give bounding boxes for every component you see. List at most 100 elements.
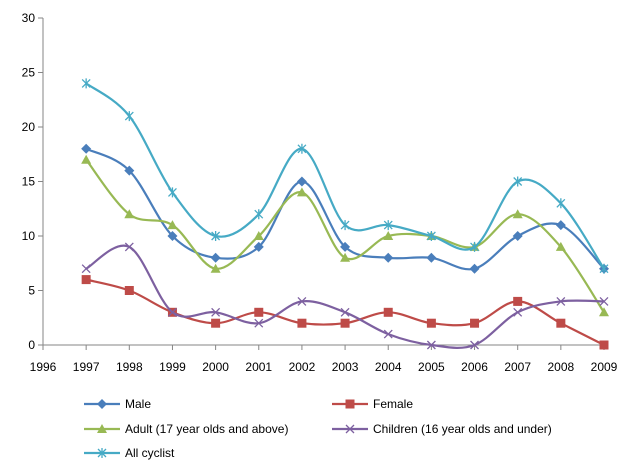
data-point [426,252,437,263]
legend-label: Male [125,397,151,411]
data-point [556,318,566,328]
legend-item: Male [84,397,151,411]
data-point [296,187,307,197]
series-adult [81,154,609,317]
data-point [469,263,480,274]
data-point [297,143,307,154]
data-point [340,220,350,231]
x-tick-label: 1998 [116,360,143,374]
data-point [124,286,134,295]
x-tick-label: 2007 [504,360,531,374]
data-point [512,209,523,219]
series-children [81,242,609,350]
data-point [470,340,479,350]
series-line [85,159,605,313]
data-point [81,143,92,154]
y-tick-label: 25 [22,66,36,80]
data-point [211,307,221,317]
data-point [513,296,523,306]
data-point [556,296,566,306]
data-point [340,241,351,252]
data-point [168,307,177,317]
data-point [211,231,221,241]
y-tick-label: 5 [28,284,35,298]
data-point [210,263,221,273]
y-tick-label: 10 [22,229,36,243]
legend-item: Adult (17 year olds and above) [84,422,288,436]
series-all [81,78,609,274]
chart-axes: 0 5 10 15 20 25 30 1996 1997 1998 1999 2000 2001 2002… [22,11,618,374]
data-point [167,220,178,230]
legend-marker [345,399,355,409]
data-point [383,307,393,317]
x-tick-label: 1997 [73,360,100,374]
chart-series [81,78,609,350]
legend-item: All cyclist [84,446,175,460]
legend-label: Children (16 year olds and under) [373,422,552,436]
data-point [81,275,91,285]
chart-legend: Male Female Adult (17 year olds and above)… [84,397,552,460]
data-point [513,307,523,317]
data-point [81,154,92,164]
data-point [470,241,479,252]
legend-label: All cyclist [125,446,175,460]
legend-marker [97,448,107,458]
data-point [340,318,350,328]
data-point [254,307,264,317]
data-point [254,318,264,328]
series-line [85,82,605,270]
x-tick-label: 2003 [332,360,359,374]
data-point [556,198,566,209]
x-tick-label: 2008 [547,360,574,374]
x-tick-label: 2001 [245,360,272,374]
data-point [383,231,394,240]
data-point [599,263,609,274]
data-point [340,307,350,317]
x-tick-label: 1999 [159,360,186,374]
data-point [124,165,135,176]
y-tick-label: 20 [22,120,36,134]
data-point [167,231,178,241]
data-point [383,220,393,231]
data-point [426,318,436,328]
data-point [124,242,134,252]
legend-marker [345,424,355,434]
y-tick-label: 15 [22,175,36,189]
legend-item: Female [332,397,413,411]
x-tick-label: 2000 [202,360,229,374]
data-point [210,252,221,263]
data-point [383,329,393,339]
data-point [168,187,177,198]
data-point [124,209,135,219]
data-point [253,231,264,240]
data-point [599,296,609,306]
data-point [81,78,91,89]
legend-label: Adult (17 year olds and above) [125,422,288,436]
x-tick-label: 2002 [289,360,316,374]
data-point [254,209,264,220]
y-tick-label: 0 [28,338,35,352]
data-point [426,340,436,350]
data-point [340,252,351,262]
data-point [296,176,307,187]
data-point [599,307,609,317]
data-point [426,231,436,241]
x-tick-label: 2004 [375,360,402,374]
legend-item: Children (16 year olds and under) [332,422,552,436]
data-point [383,252,394,263]
data-point [211,318,221,328]
data-point [513,176,523,187]
data-point [297,318,307,328]
data-point [555,241,566,251]
data-point [512,231,523,241]
x-tick-label: 2006 [461,360,488,374]
x-tick-label: 2009 [591,360,618,374]
data-point [124,111,134,122]
legend-label: Female [373,397,413,411]
x-tick-label: 1996 [30,360,57,374]
data-point [253,241,264,252]
y-tick-label: 30 [22,11,36,25]
data-point [470,318,480,328]
legend-marker [97,424,107,433]
